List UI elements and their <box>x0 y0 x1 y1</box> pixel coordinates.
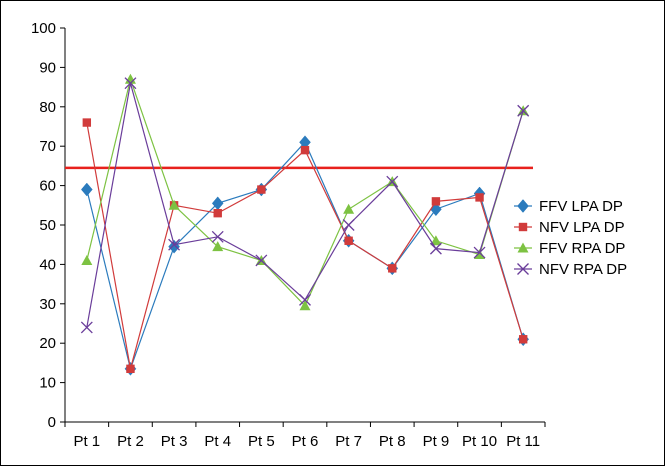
data-point <box>211 230 224 243</box>
legend-swatch-marker <box>518 222 528 232</box>
y-tick-label: 40 <box>39 256 56 273</box>
series-line <box>86 122 524 369</box>
legend-item: FFV LPA DP <box>514 198 623 215</box>
x-tick-label: Pt 10 <box>462 433 497 450</box>
series-4 <box>80 77 530 334</box>
data-point <box>518 335 528 344</box>
x-tick-label: Pt 3 <box>161 433 188 450</box>
data-point <box>475 193 484 202</box>
data-point <box>473 246 486 259</box>
legend-item: NFV LPA DP <box>514 219 625 236</box>
legend-swatch-marker <box>517 263 529 275</box>
data-point <box>299 300 311 311</box>
legend-label: NFV RPA DP <box>539 261 627 278</box>
data-point <box>342 219 355 231</box>
data-point <box>343 203 355 214</box>
legend-swatch-marker-stroke-b <box>517 263 529 275</box>
data-point <box>212 241 224 252</box>
y-tick-label: 10 <box>39 375 56 392</box>
y-tick-label: 60 <box>39 178 56 195</box>
data-point <box>81 254 93 265</box>
series-2 <box>82 118 528 374</box>
data-point <box>430 235 442 246</box>
data-point-stroke-b <box>124 77 137 90</box>
series-3 <box>81 73 529 311</box>
series-group <box>80 73 530 376</box>
x-tick-label: Pt 11 <box>506 433 540 450</box>
data-point <box>474 249 486 260</box>
x-tick-label: Pt 2 <box>117 433 144 450</box>
chart-legend: FFV LPA DP NFV LPA DP FFV RPA DP NFV RPA DP <box>514 198 627 278</box>
data-point-stroke-b <box>473 246 486 259</box>
data-point-stroke-b <box>517 104 530 117</box>
data-point <box>517 104 530 117</box>
data-point-stroke-b <box>429 242 442 255</box>
data-point <box>257 185 266 194</box>
series-line <box>86 77 524 307</box>
y-tick-label: 30 <box>39 296 56 313</box>
y-tick-label: 100 <box>31 20 56 37</box>
legend-swatch-marker <box>517 199 529 213</box>
y-tick-label: 90 <box>39 59 56 76</box>
x-tick-label: Pt 4 <box>204 433 231 450</box>
data-point <box>126 364 135 374</box>
legend-item: NFV RPA DP <box>514 261 627 278</box>
data-point <box>386 175 399 188</box>
x-tick-label: Pt 5 <box>248 433 275 450</box>
data-point <box>388 264 397 273</box>
y-tick-label: 50 <box>39 217 56 234</box>
y-tick-label: 80 <box>39 99 56 116</box>
data-point <box>124 77 137 90</box>
x-tick-label: Pt 1 <box>73 433 100 450</box>
data-point <box>344 236 353 245</box>
series-line <box>86 83 524 328</box>
data-point-stroke-b <box>386 175 399 188</box>
series-line <box>86 141 524 371</box>
data-point <box>80 182 93 197</box>
x-tick-label: Pt 6 <box>292 433 319 450</box>
data-point <box>429 242 442 255</box>
legend-item: FFV RPA DP <box>514 240 625 257</box>
data-point-stroke-b <box>342 219 355 231</box>
data-point <box>299 293 311 306</box>
legend-label: FFV LPA DP <box>539 198 623 215</box>
data-point <box>213 208 222 218</box>
data-point <box>300 145 310 155</box>
data-point <box>82 118 92 127</box>
chart-axes <box>64 28 545 423</box>
data-point <box>80 321 93 334</box>
data-point-stroke-b <box>168 238 181 251</box>
data-point-stroke-b <box>255 254 268 267</box>
data-point-stroke-b <box>80 321 93 334</box>
data-point-stroke-b <box>299 293 311 306</box>
legend-label: NFV LPA DP <box>539 219 625 236</box>
y-tick-label: 70 <box>39 138 56 155</box>
legend-swatch-marker <box>517 242 529 253</box>
y-tick-label: 20 <box>39 335 56 352</box>
data-point-stroke-b <box>211 230 224 243</box>
x-tick-label: Pt 7 <box>335 433 362 450</box>
data-point <box>168 199 180 210</box>
data-point <box>168 238 181 251</box>
data-point <box>431 197 441 206</box>
x-tick-label: Pt 9 <box>423 433 450 450</box>
y-axis-ticks: 0 10 20 30 40 50 60 70 80 90 100 <box>31 20 65 431</box>
series-1 <box>80 135 530 376</box>
legend-label: FFV RPA DP <box>539 240 625 257</box>
data-point <box>255 254 268 267</box>
x-axis-ticks: Pt 1 Pt 2 Pt 3 Pt 4 Pt 5 Pt 6 Pt 7 Pt 8 Pt 9 Pt 1… <box>64 422 546 450</box>
y-tick-label: 0 <box>48 414 56 431</box>
x-tick-label: Pt 8 <box>379 433 406 450</box>
